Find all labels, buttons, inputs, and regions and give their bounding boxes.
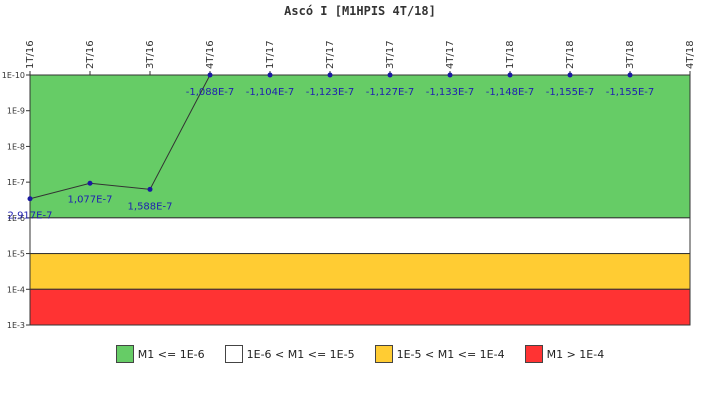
legend-swatch: [224, 345, 243, 363]
data-label: -1,088E-7: [186, 87, 235, 98]
legend-swatch: [374, 345, 393, 363]
data-point: [267, 72, 273, 78]
x-tick-label: 1T/18: [505, 40, 516, 69]
x-tick-label: 4T/16: [205, 40, 216, 69]
data-label: -1,133E-7: [426, 87, 475, 98]
data-label: 1,588E-7: [128, 201, 173, 212]
band-0: [29, 74, 691, 219]
band-1: [29, 217, 691, 255]
data-label-layer: 2,917E-7 1,077E-7 1,588E-7 -1,088E-7 -1,104E…: [8, 87, 655, 222]
data-point: [627, 72, 633, 78]
data-point: [447, 72, 453, 78]
legend-item-0: M1 <= 1E-6: [115, 345, 205, 363]
y-tick-label: 1E-7: [7, 178, 25, 187]
data-point: [27, 196, 33, 202]
legend-label: 1E-5 < M1 <= 1E-4: [396, 347, 505, 361]
data-label: -1,127E-7: [366, 87, 415, 98]
x-tick-label: 4T/17: [445, 40, 456, 69]
data-label: 2,917E-7: [8, 211, 53, 222]
data-point: [147, 186, 153, 192]
legend-item-1: 1E-6 < M1 <= 1E-5: [224, 345, 355, 363]
data-point: [327, 72, 333, 78]
data-label: -1,155E-7: [606, 87, 655, 98]
y-tick-label: 1E-3: [7, 321, 25, 330]
x-tick-label: 3T/18: [625, 40, 636, 69]
legend: M1 <= 1E-6 1E-6 < M1 <= 1E-5 1E-5 < M1 <= …: [0, 345, 720, 363]
band-2: [29, 253, 691, 290]
data-point: [507, 72, 513, 78]
y-tick-label: 1E-6: [7, 214, 25, 223]
legend-swatch: [524, 345, 543, 363]
x-tick-label: 2T/16: [85, 40, 96, 69]
x-tick-label: 2T/17: [325, 40, 336, 69]
legend-item-3: M1 > 1E-4: [524, 345, 605, 363]
band-3: [29, 288, 691, 326]
data-point: [87, 180, 93, 186]
x-tick-label: 3T/17: [385, 40, 396, 69]
band-layer: [29, 74, 691, 326]
y-tick-label: 1E-9: [7, 107, 25, 116]
data-label: -1,123E-7: [306, 87, 355, 98]
data-point: [207, 72, 213, 78]
chart-title: Ascó I [M1HPIS 4T/18]: [284, 4, 436, 18]
y-tick-label: 1E-10: [2, 71, 25, 80]
x-tick-label: 3T/16: [145, 40, 156, 69]
y-tick-label: 1E-5: [7, 250, 25, 259]
y-tick-label: 1E-4: [7, 285, 25, 294]
data-point: [387, 72, 393, 78]
x-tick-label: 4T/18: [685, 40, 696, 69]
data-label: 1,077E-7: [68, 194, 113, 205]
x-tick-label: 1T/17: [265, 40, 276, 69]
legend-label: M1 <= 1E-6: [137, 347, 205, 361]
legend-label: M1 > 1E-4: [546, 347, 605, 361]
data-point: [567, 72, 573, 78]
y-tick-label: 1E-8: [7, 142, 25, 151]
data-label: -1,155E-7: [546, 87, 595, 98]
x-tick-label: 2T/18: [565, 40, 576, 69]
legend-swatch: [115, 345, 134, 363]
legend-item-2: 1E-5 < M1 <= 1E-4: [374, 345, 505, 363]
legend-label: 1E-6 < M1 <= 1E-5: [246, 347, 355, 361]
x-tick-label: 1T/16: [25, 40, 36, 69]
data-label: -1,104E-7: [246, 87, 295, 98]
data-label: -1,148E-7: [486, 87, 535, 98]
series-layer: [27, 72, 633, 202]
